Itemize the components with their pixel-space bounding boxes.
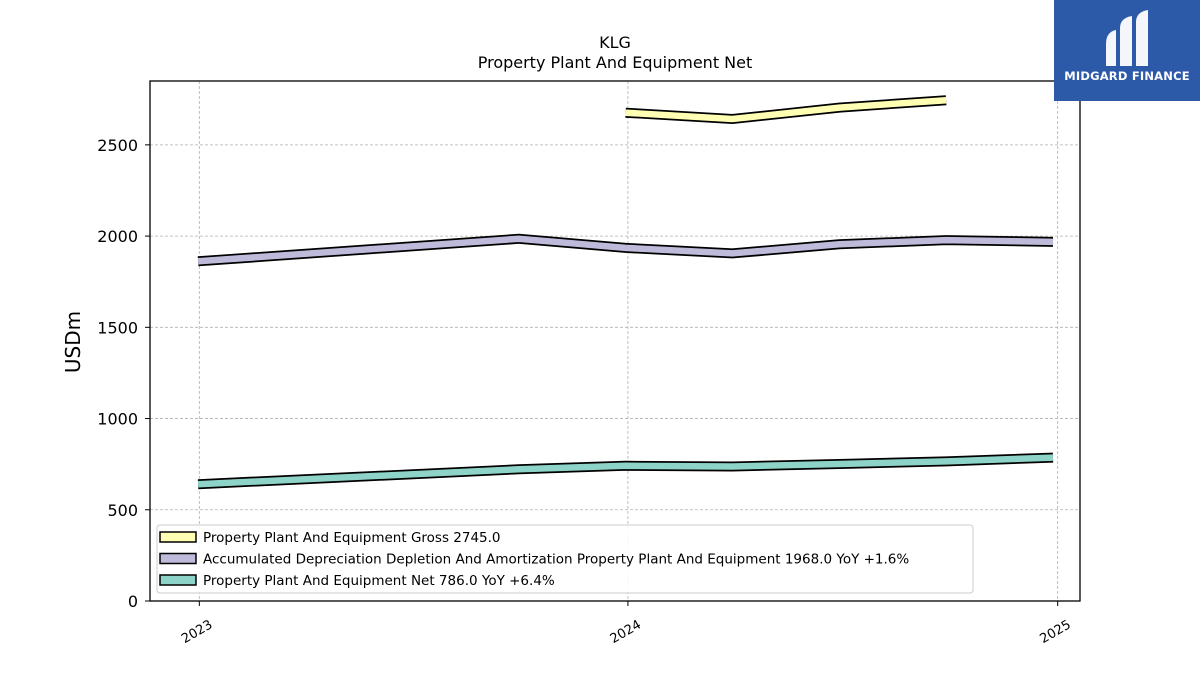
legend-box: [156, 524, 974, 594]
chart-title: KLG: [599, 33, 631, 52]
chart-subtitle: Property Plant And Equipment Net: [478, 53, 753, 72]
series-line: [197, 454, 1054, 488]
y-tick-label: 2500: [97, 136, 138, 155]
legend: Property Plant And Equipment Gross 2745.…: [156, 524, 974, 594]
y-axis-label: USDm: [61, 311, 85, 373]
logo-mark-icon: [1106, 10, 1148, 66]
logo-text: MIDGARD FINANCE: [1064, 69, 1190, 83]
legend-swatch: [159, 574, 197, 586]
plot-frame: [149, 80, 1081, 602]
series-2: [197, 452, 1054, 490]
y-tick-label: 0: [128, 592, 138, 611]
legend-swatch: [159, 552, 197, 565]
y-tick-label: 1500: [97, 318, 138, 337]
midgard-finance-logo: MIDGARD FINANCE: [1054, 0, 1200, 101]
y-tick-label: 1000: [97, 410, 138, 429]
series-layer: [197, 95, 1054, 490]
legend-label: Property Plant And Equipment Net 786.0 Y…: [203, 573, 555, 589]
series-0: [625, 95, 947, 125]
x-tick-label: 2024: [608, 617, 644, 647]
grid: [150, 81, 1080, 601]
series-line: [197, 235, 1054, 265]
y-tick-label: 2000: [97, 227, 138, 246]
legend-swatch: [159, 531, 197, 543]
legend-label: Accumulated Depreciation Depletion And A…: [203, 552, 909, 568]
x-tick-label: 2023: [179, 617, 215, 647]
x-tick-label: 2025: [1038, 617, 1074, 647]
y-tick-label: 500: [107, 501, 138, 520]
series-line: [625, 96, 947, 123]
legend-label: Property Plant And Equipment Gross 2745.…: [203, 530, 501, 546]
series-1: [197, 233, 1054, 267]
